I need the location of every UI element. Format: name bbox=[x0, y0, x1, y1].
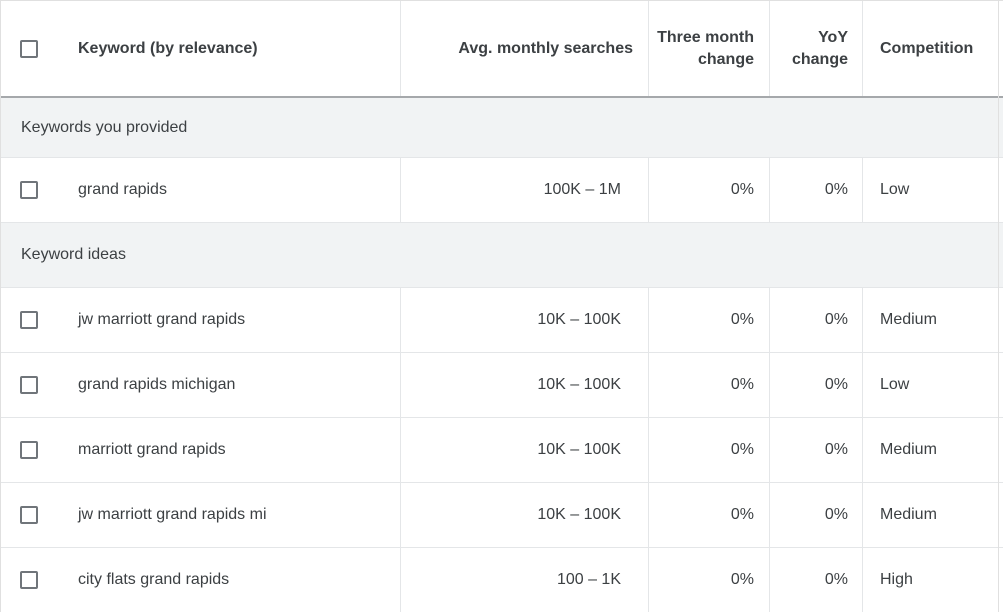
table-header-row: Keyword (by relevance) Avg. monthly sear… bbox=[1, 1, 1003, 98]
keyword-cell: grand rapids bbox=[1, 158, 400, 222]
yoy-change-value: 0% bbox=[769, 158, 862, 222]
row-checkbox[interactable] bbox=[20, 441, 38, 459]
section-label: Keywords you provided bbox=[21, 118, 188, 136]
header-yoy-change[interactable]: YoY change bbox=[769, 1, 862, 96]
avg-monthly-searches-value: 10K – 100K bbox=[400, 418, 648, 482]
header-avg-monthly-searches[interactable]: Avg. monthly searches bbox=[400, 1, 648, 96]
keyword-cell: city flats grand rapids bbox=[1, 548, 400, 612]
yoy-change-value: 0% bbox=[769, 353, 862, 417]
row-checkbox[interactable] bbox=[20, 506, 38, 524]
three-month-change-value: 0% bbox=[648, 483, 769, 547]
section-keywords-you-provided: Keywords you provided bbox=[1, 98, 1003, 158]
yoy-change-value: 0% bbox=[769, 418, 862, 482]
header-competition-label: Competition bbox=[880, 39, 974, 57]
keyword-cell: jw marriott grand rapids mi bbox=[1, 483, 400, 547]
keyword-cell: marriott grand rapids bbox=[1, 418, 400, 482]
keyword-text: marriott grand rapids bbox=[78, 441, 226, 458]
avg-monthly-searches-value: 100 – 1K bbox=[400, 548, 648, 612]
section-label: Keyword ideas bbox=[21, 246, 126, 263]
header-keyword-label[interactable]: Keyword (by relevance) bbox=[78, 39, 258, 57]
header-yoy-change-label: YoY change bbox=[791, 28, 848, 68]
three-month-change-value: 0% bbox=[648, 418, 769, 482]
avg-monthly-searches-value: 10K – 100K bbox=[400, 288, 648, 352]
table-row: grand rapids michigan 10K – 100K 0% 0% L… bbox=[1, 353, 1003, 418]
header-keyword-cell: Keyword (by relevance) bbox=[1, 1, 400, 96]
three-month-change-value: 0% bbox=[648, 158, 769, 222]
yoy-change-value: 0% bbox=[769, 288, 862, 352]
competition-value: Medium bbox=[862, 418, 1003, 482]
keyword-cell: jw marriott grand rapids bbox=[1, 288, 400, 352]
table-row: marriott grand rapids 10K – 100K 0% 0% M… bbox=[1, 418, 1003, 483]
header-three-month-change[interactable]: Three month change bbox=[648, 1, 769, 96]
yoy-change-value: 0% bbox=[769, 548, 862, 612]
keyword-text: grand rapids bbox=[78, 181, 167, 198]
table-row: city flats grand rapids 100 – 1K 0% 0% H… bbox=[1, 548, 1003, 612]
keyword-text: jw marriott grand rapids bbox=[78, 311, 246, 328]
table-row: jw marriott grand rapids mi 10K – 100K 0… bbox=[1, 483, 1003, 548]
competition-value: Low bbox=[862, 158, 1003, 222]
header-avg-monthly-searches-label: Avg. monthly searches bbox=[458, 39, 633, 57]
keyword-text: city flats grand rapids bbox=[78, 571, 230, 588]
row-checkbox[interactable] bbox=[20, 571, 38, 589]
header-competition[interactable]: Competition bbox=[862, 1, 1003, 96]
select-all-checkbox[interactable] bbox=[20, 39, 38, 58]
competition-value: Low bbox=[862, 353, 1003, 417]
three-month-change-value: 0% bbox=[648, 548, 769, 612]
table-row: grand rapids 100K – 1M 0% 0% Low bbox=[1, 158, 1003, 223]
row-checkbox[interactable] bbox=[20, 376, 38, 394]
table-right-border bbox=[998, 1, 999, 612]
three-month-change-value: 0% bbox=[648, 288, 769, 352]
avg-monthly-searches-value: 100K – 1M bbox=[400, 158, 648, 222]
three-month-change-value: 0% bbox=[648, 353, 769, 417]
keyword-cell: grand rapids michigan bbox=[1, 353, 400, 417]
competition-value: Medium bbox=[862, 483, 1003, 547]
avg-monthly-searches-value: 10K – 100K bbox=[400, 483, 648, 547]
competition-value: Medium bbox=[862, 288, 1003, 352]
row-checkbox[interactable] bbox=[20, 181, 38, 199]
avg-monthly-searches-value: 10K – 100K bbox=[400, 353, 648, 417]
competition-value: High bbox=[862, 548, 1003, 612]
header-three-month-change-label: Three month change bbox=[657, 28, 754, 68]
keyword-text: grand rapids michigan bbox=[78, 376, 236, 393]
table-row: jw marriott grand rapids 10K – 100K 0% 0… bbox=[1, 288, 1003, 353]
section-keyword-ideas: Keyword ideas bbox=[1, 223, 1003, 288]
yoy-change-value: 0% bbox=[769, 483, 862, 547]
row-checkbox[interactable] bbox=[20, 311, 38, 329]
keyword-text: jw marriott grand rapids mi bbox=[78, 506, 267, 523]
